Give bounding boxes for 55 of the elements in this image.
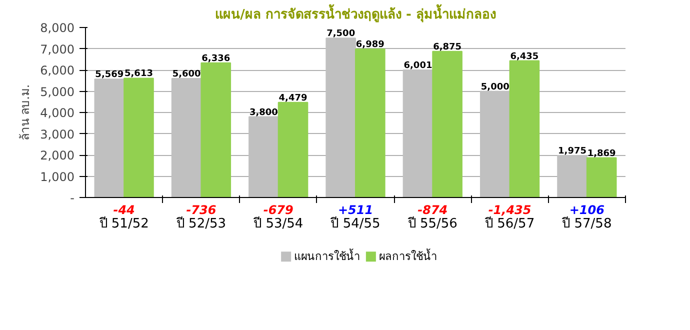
data-label: 3,800: [249, 108, 278, 118]
text: +511: [338, 202, 374, 217]
data-label: 6,875: [433, 42, 462, 52]
legend-label: ผลการใช้น้ำ: [378, 248, 437, 264]
y-tick-label: -: [70, 191, 75, 205]
bar: [278, 102, 308, 198]
data-label: 1,869: [587, 148, 616, 159]
data-label: 6,336: [202, 54, 230, 64]
x-tick-label: ปี 55/56: [406, 215, 458, 232]
bar: [355, 48, 386, 198]
x-tick-label: ปี 52/53: [175, 215, 226, 232]
data-label: 6,001: [404, 60, 432, 71]
data-label: 5,600: [172, 70, 201, 80]
bar: [248, 116, 279, 198]
x-tick-label: ปี 54/55: [330, 215, 380, 232]
data-label: 4,479: [278, 93, 308, 104]
data-label: 5,000: [480, 82, 510, 92]
data-label: 6,989: [356, 40, 384, 50]
chart-title: แผน/ผล การจัดสรรน้ำช่วงฤดูแล้ง - ลุ่มน้ำแม่กลอง: [215, 4, 496, 22]
x-tick-label: ปี 53/54: [252, 215, 304, 232]
data-label: 5,613: [124, 69, 153, 80]
bar: [171, 78, 202, 198]
data-label: 6,435: [510, 52, 539, 62]
bar: [432, 50, 462, 198]
y-axis-title: ล้าน ลบ.ม.: [18, 84, 32, 141]
text: -679: [263, 202, 294, 217]
text: -44: [113, 202, 135, 217]
text: +106: [569, 202, 604, 217]
text: -1,435: [488, 202, 532, 217]
x-tick-label: ปี 51/52: [98, 215, 149, 232]
y-tick-label: 3,000: [40, 127, 75, 142]
bar: [402, 69, 434, 198]
legend-label: แผนการใช้น้ำ: [294, 248, 360, 264]
bar: [124, 78, 154, 198]
bar: [509, 60, 540, 198]
bar: [200, 62, 232, 198]
y-tick-label: 7,000: [40, 42, 75, 56]
y-tick-label: 2,000: [40, 148, 75, 162]
text: -736: [186, 202, 216, 217]
data-label: 7,500: [326, 29, 356, 40]
text: -874: [418, 202, 448, 217]
y-tick-label: 1,000: [40, 170, 75, 184]
y-tick-label: 5,000: [40, 84, 75, 99]
data-label: 5,569: [95, 70, 124, 80]
bar: [480, 90, 510, 198]
y-tick-label: 6,000: [40, 64, 75, 78]
y-tick-label: 8,000: [40, 21, 75, 35]
x-tick-label: ปี 57/58: [561, 215, 612, 232]
bar: [557, 155, 588, 198]
x-tick-label: ปี 56/57: [484, 215, 535, 232]
bar: [94, 78, 125, 198]
data-label: 1,975: [558, 146, 587, 157]
bar: [586, 157, 617, 198]
bar: [326, 38, 356, 198]
y-tick-label: 4,000: [40, 106, 75, 120]
